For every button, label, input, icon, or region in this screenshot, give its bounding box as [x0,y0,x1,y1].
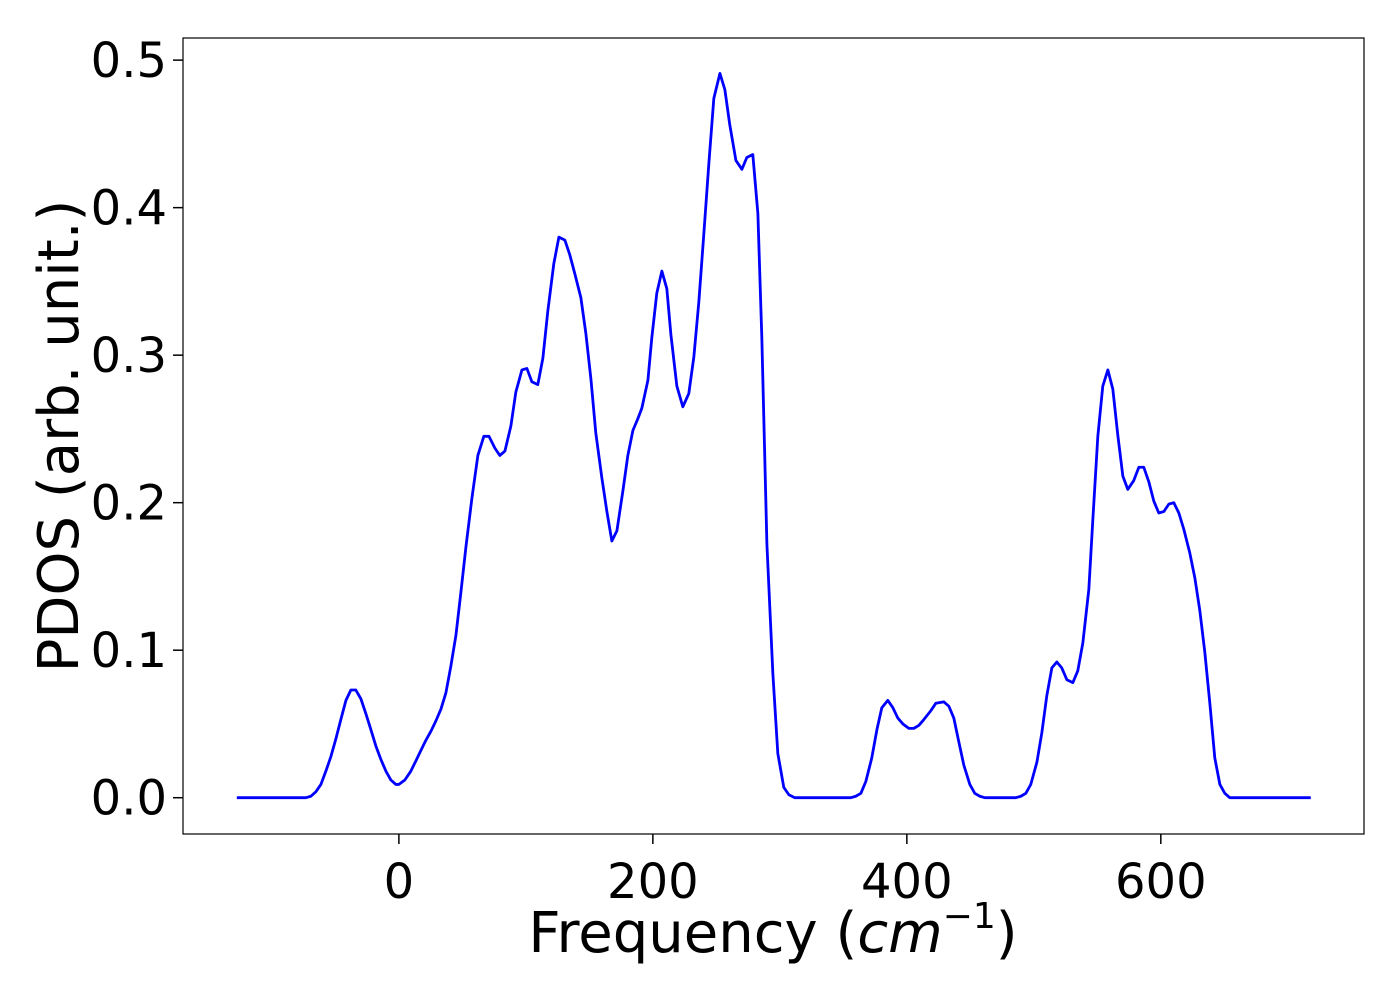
pdos-line [236,72,1311,800]
x-tick-label: 200 [607,854,699,910]
x-label-unit: cm [857,901,942,966]
plot-frame [182,37,1365,835]
x-label-text: Frequency ( [528,901,857,966]
x-label-close: ) [996,901,1018,966]
x-axis-label: Frequency (cm−1) [528,896,1017,966]
x-tick-label: 600 [1115,854,1207,910]
y-tick-label: 0.0 [91,771,167,827]
x-tick-label: 0 [384,854,415,910]
x-label-exponent: −1 [943,896,996,937]
x-tick-label: 400 [861,854,953,910]
y-tick-label: 0.3 [91,328,167,384]
y-axis-label: PDOS (arb. unit.) [27,200,92,673]
y-tick-label: 0.1 [91,623,167,679]
y-tick-label: 0.5 [91,33,167,89]
y-tick-label: 0.2 [91,476,167,532]
y-tick-label: 0.4 [91,181,167,237]
